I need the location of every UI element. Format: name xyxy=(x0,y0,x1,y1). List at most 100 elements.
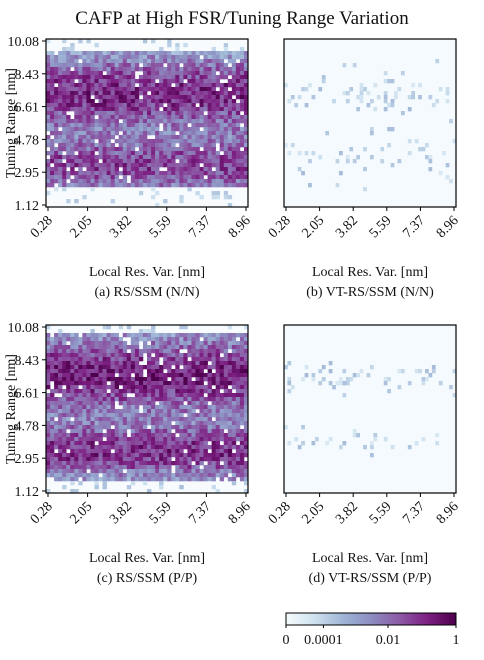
heatmap-cell xyxy=(86,381,91,386)
heatmap-cell xyxy=(235,389,241,394)
heatmap-cell xyxy=(195,147,200,152)
heatmap-cell xyxy=(191,63,196,68)
heatmap-cell xyxy=(130,333,136,338)
heatmap-cell xyxy=(179,453,184,458)
heatmap-cell xyxy=(223,349,229,354)
heatmap-cell xyxy=(207,469,212,474)
heatmap-cell xyxy=(175,417,180,422)
heatmap-cell xyxy=(199,51,204,56)
heatmap-cell xyxy=(211,95,216,100)
heatmap-cell xyxy=(126,167,132,172)
heatmap-cell xyxy=(50,345,55,350)
heatmap-cell xyxy=(102,139,107,144)
heatmap-cell xyxy=(183,83,188,88)
heatmap-cell xyxy=(90,433,95,438)
heatmap-cell xyxy=(235,139,241,144)
heatmap-cell xyxy=(195,397,200,402)
heatmap-cell xyxy=(102,107,107,112)
heatmap-cell xyxy=(66,87,71,92)
heatmap-cell xyxy=(195,175,200,180)
heatmap-cell xyxy=(94,389,99,394)
heatmap-cell xyxy=(58,357,63,362)
heatmap-cell xyxy=(66,199,71,204)
heatmap-cell xyxy=(175,381,180,386)
heatmap-cell xyxy=(314,437,319,442)
heatmap-cell xyxy=(183,465,188,470)
heatmap-cell xyxy=(102,111,107,116)
heatmap-cell xyxy=(74,107,79,112)
heatmap-cell xyxy=(318,155,323,160)
heatmap-cell xyxy=(66,357,71,362)
heatmap-cell xyxy=(66,135,71,140)
heatmap-cell xyxy=(187,477,192,482)
heatmap-cell xyxy=(183,409,188,414)
heatmap-cell xyxy=(301,425,305,430)
heatmap-cell xyxy=(191,171,196,176)
heatmap-cell xyxy=(50,377,55,382)
heatmap-cell xyxy=(46,71,51,76)
heatmap-cell xyxy=(58,377,63,382)
heatmap-cell xyxy=(183,345,188,350)
heatmap-cell xyxy=(163,381,168,386)
heatmap-cell xyxy=(167,345,172,350)
heatmap-cell xyxy=(102,63,107,68)
heatmap-cell xyxy=(126,457,132,462)
heatmap-cell xyxy=(82,397,87,402)
heatmap-cell xyxy=(235,91,241,96)
heatmap-cell xyxy=(62,55,67,60)
heatmap-cell xyxy=(46,337,51,342)
heatmap-cell xyxy=(98,63,103,68)
heatmap-cell xyxy=(130,175,136,180)
heatmap-cell xyxy=(82,147,87,152)
heatmap-cell xyxy=(94,477,99,482)
heatmap-cell xyxy=(290,143,295,148)
heatmap-cell xyxy=(231,147,237,152)
heatmap-cell xyxy=(203,163,208,168)
heatmap-cell xyxy=(187,107,192,112)
heatmap-cell xyxy=(199,385,204,390)
heatmap-cell xyxy=(171,99,176,104)
heatmap-cell xyxy=(155,123,160,128)
heatmap-cell xyxy=(199,421,204,426)
heatmap-cell xyxy=(90,445,95,450)
heatmap-cell xyxy=(235,131,241,136)
heatmap-cell xyxy=(163,51,168,56)
heatmap-cell xyxy=(195,107,200,112)
heatmap-cell xyxy=(203,437,208,442)
heatmap-cell xyxy=(167,99,172,104)
heatmap-cell xyxy=(138,147,144,152)
heatmap-cell xyxy=(62,417,67,422)
heatmap-cell xyxy=(134,441,140,446)
heatmap-cell xyxy=(183,75,188,80)
heatmap-cell xyxy=(62,111,67,116)
heatmap-cell xyxy=(122,179,128,184)
heatmap-cell xyxy=(78,83,83,88)
heatmap-cell xyxy=(66,373,71,378)
heatmap-cell xyxy=(211,111,216,116)
heatmap-cell xyxy=(106,373,111,378)
heatmap-cell xyxy=(130,365,136,370)
heatmap-cell xyxy=(90,51,95,56)
heatmap-cell xyxy=(211,123,216,128)
heatmap-cell xyxy=(78,163,83,168)
heatmap-cell xyxy=(98,183,103,188)
heatmap-cell xyxy=(438,171,443,176)
heatmap-cell xyxy=(215,123,221,128)
heatmap-cell xyxy=(70,51,75,56)
heatmap-cell xyxy=(126,55,132,60)
heatmap-cell xyxy=(98,369,103,374)
heatmap-cell xyxy=(147,51,152,56)
heatmap-cell xyxy=(203,147,208,152)
heatmap-cell xyxy=(66,365,71,370)
heatmap-cell xyxy=(102,433,107,438)
heatmap-cell xyxy=(118,107,124,112)
heatmap-cell xyxy=(219,401,225,406)
heatmap-cell xyxy=(187,397,192,402)
heatmap-cell xyxy=(106,59,111,64)
heatmap-cell xyxy=(138,461,144,466)
heatmap-cell xyxy=(167,115,172,120)
heatmap-cell xyxy=(179,417,184,422)
heatmap-cell xyxy=(86,59,91,64)
heatmap-cell xyxy=(231,469,237,474)
heatmap-cell xyxy=(155,421,160,426)
